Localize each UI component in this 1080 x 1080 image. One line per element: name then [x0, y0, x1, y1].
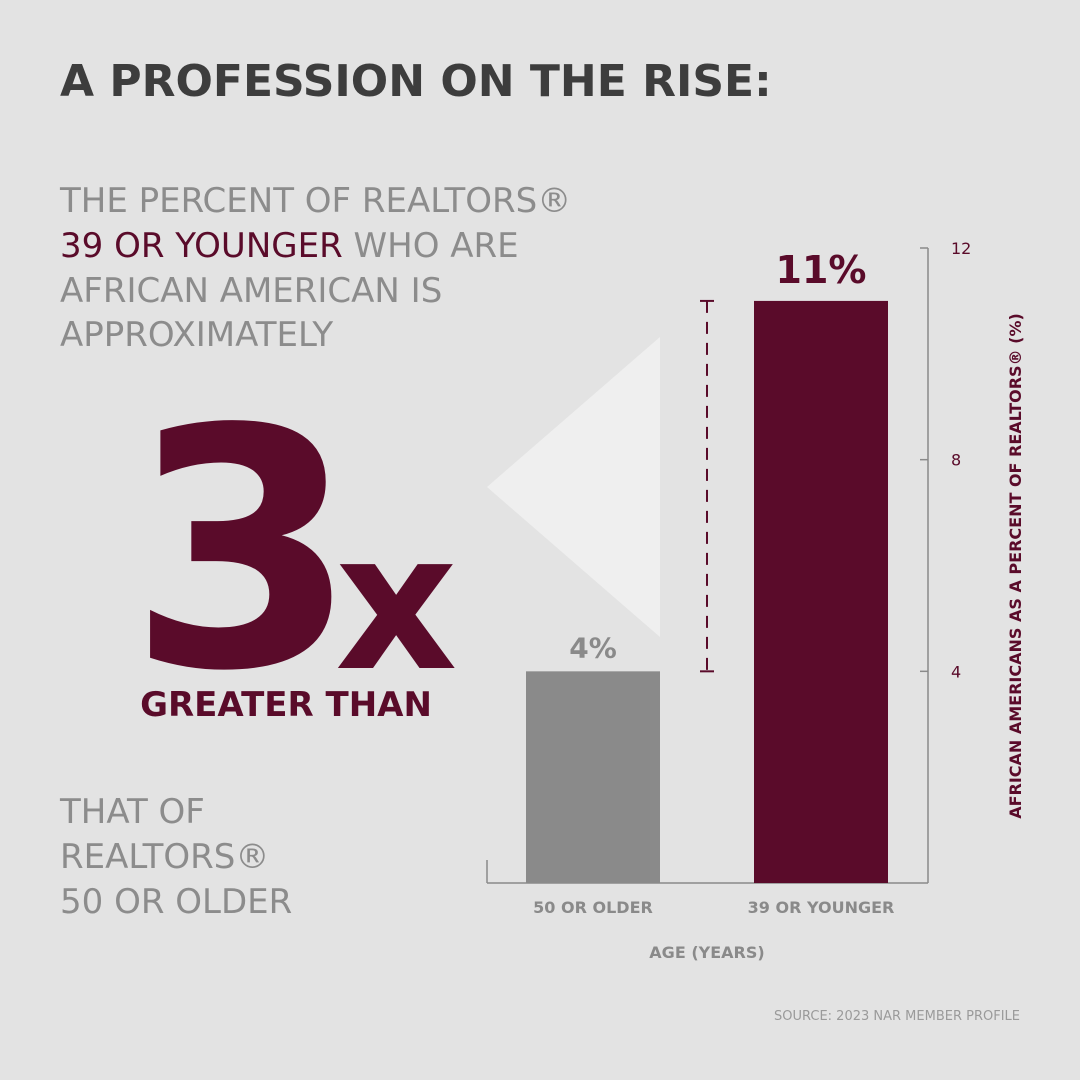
x-axis-label: AGE (YEARS) [649, 943, 764, 962]
multiplier-suffix: x [335, 492, 458, 713]
pointer-triangle [487, 337, 660, 637]
multiplier-caption: GREATER THAN [140, 685, 432, 725]
bar [754, 300, 888, 884]
y-tick-label: 8 [951, 451, 961, 470]
bar-chart: 4 8 12 AFRICAN AMERICANS AS A PERCENT OF RE… [486, 239, 1025, 962]
y-axis-label: AFRICAN AMERICANS AS A PERCENT OF REALTO… [1006, 313, 1025, 819]
bar [526, 671, 660, 883]
x-tick-label: 50 OR OLDER [533, 898, 653, 917]
y-tick-label: 12 [951, 239, 971, 258]
intro: THE PERCENT OF REALTORS® 39 OR YOUNGER W… [59, 181, 571, 355]
x-tick-label: 39 OR YOUNGER [748, 898, 895, 917]
intro-highlight: 39 OR YOUNGER [60, 226, 343, 266]
comparison-line: THAT OF [59, 792, 205, 832]
intro-line: AFRICAN AMERICAN IS [60, 271, 442, 311]
title: A PROFESSION ON THE RISE: [60, 56, 772, 107]
multiplier-number: 3 [128, 359, 358, 743]
source: SOURCE: 2023 NAR MEMBER PROFILE [774, 1009, 1020, 1024]
y-tick-label: 4 [951, 662, 961, 681]
value-label: 11% [776, 248, 867, 292]
intro-line: THE PERCENT OF REALTORS® [59, 181, 571, 221]
comparison-line: 50 OR OLDER [60, 882, 292, 922]
comparison-line: REALTORS® [60, 837, 269, 877]
intro-line: APPROXIMATELY [60, 315, 333, 355]
value-label: 4% [569, 631, 617, 664]
intro-line: 39 OR YOUNGER WHO ARE [60, 226, 519, 266]
intro-text: WHO ARE [354, 226, 519, 266]
comparison: THAT OF REALTORS® 50 OR OLDER [59, 792, 292, 922]
